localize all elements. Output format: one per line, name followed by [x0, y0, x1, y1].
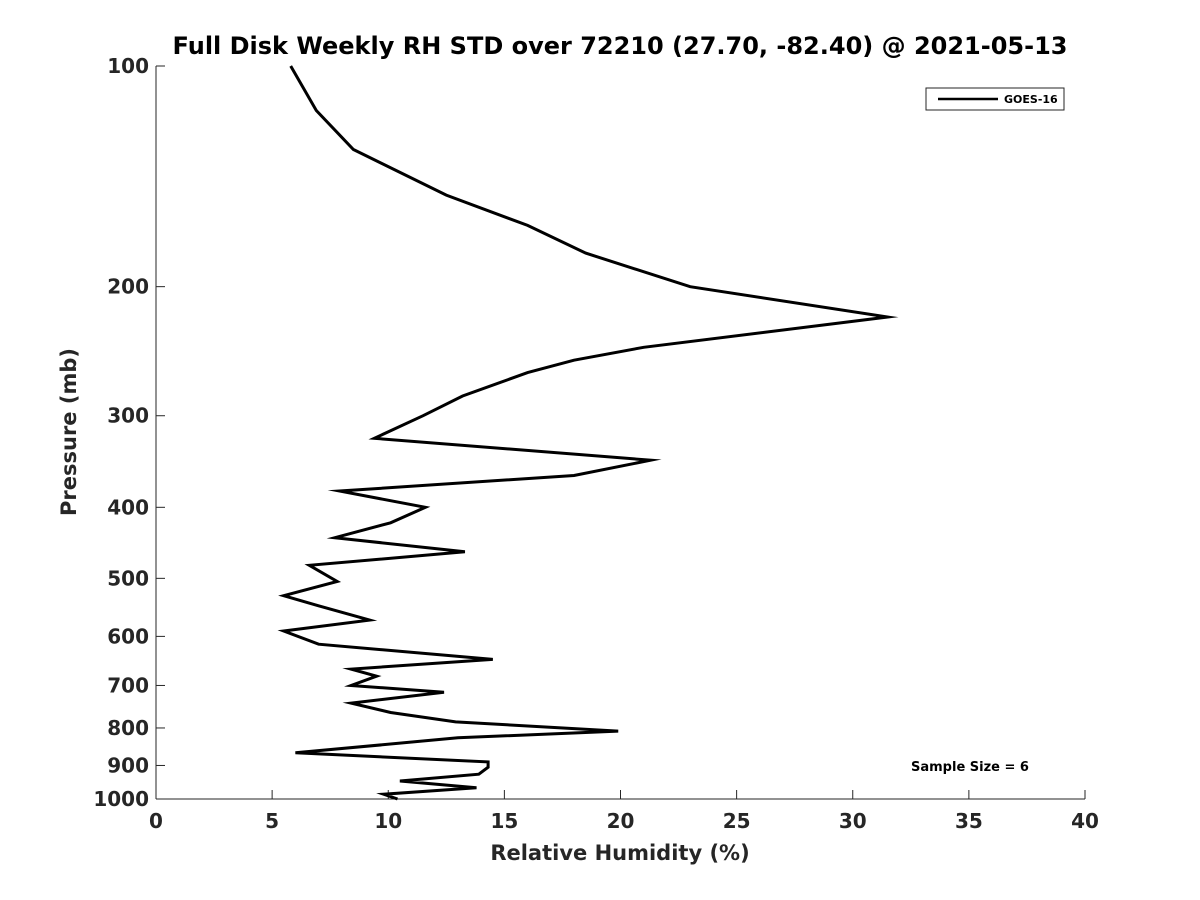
- x-ticks: 0 5 10 15 20 25 30 35 40: [149, 790, 1099, 833]
- x-axis-label: Relative Humidity (%): [490, 841, 749, 865]
- sample-size-annotation: Sample Size = 6: [911, 760, 1029, 775]
- x-tick-label: 5: [265, 809, 279, 833]
- y-tick-label: 1000: [93, 787, 149, 811]
- x-tick-label: 10: [374, 809, 402, 833]
- x-tick-label: 30: [839, 809, 867, 833]
- y-tick-label: 800: [107, 716, 149, 740]
- y-tick-label: 500: [107, 566, 149, 590]
- y-tick-label: 900: [107, 753, 149, 777]
- y-tick-label: 200: [107, 275, 149, 299]
- legend: GOES-16: [925, 87, 1065, 111]
- x-tick-label: 40: [1071, 809, 1099, 833]
- x-tick-label: 0: [149, 809, 163, 833]
- y-tick-label: 400: [107, 495, 149, 519]
- x-tick-label: 15: [490, 809, 518, 833]
- x-tick-label: 20: [607, 809, 635, 833]
- legend-label-goes16: GOES-16: [1004, 93, 1058, 106]
- y-ticks: 100 200 300 400 500 600 700 800 900 1000: [93, 54, 165, 811]
- x-tick-label: 25: [723, 809, 751, 833]
- series-layer: [277, 65, 899, 801]
- y-axis-label: Pressure (mb): [57, 348, 81, 516]
- series-line-goes16: [277, 65, 899, 801]
- chart-title: Full Disk Weekly RH STD over 72210 (27.7…: [173, 32, 1068, 60]
- y-tick-label: 600: [107, 624, 149, 648]
- y-tick-label: 300: [107, 404, 149, 428]
- y-tick-label: 100: [107, 54, 149, 78]
- y-tick-label: 700: [107, 673, 149, 697]
- x-tick-label: 35: [955, 809, 983, 833]
